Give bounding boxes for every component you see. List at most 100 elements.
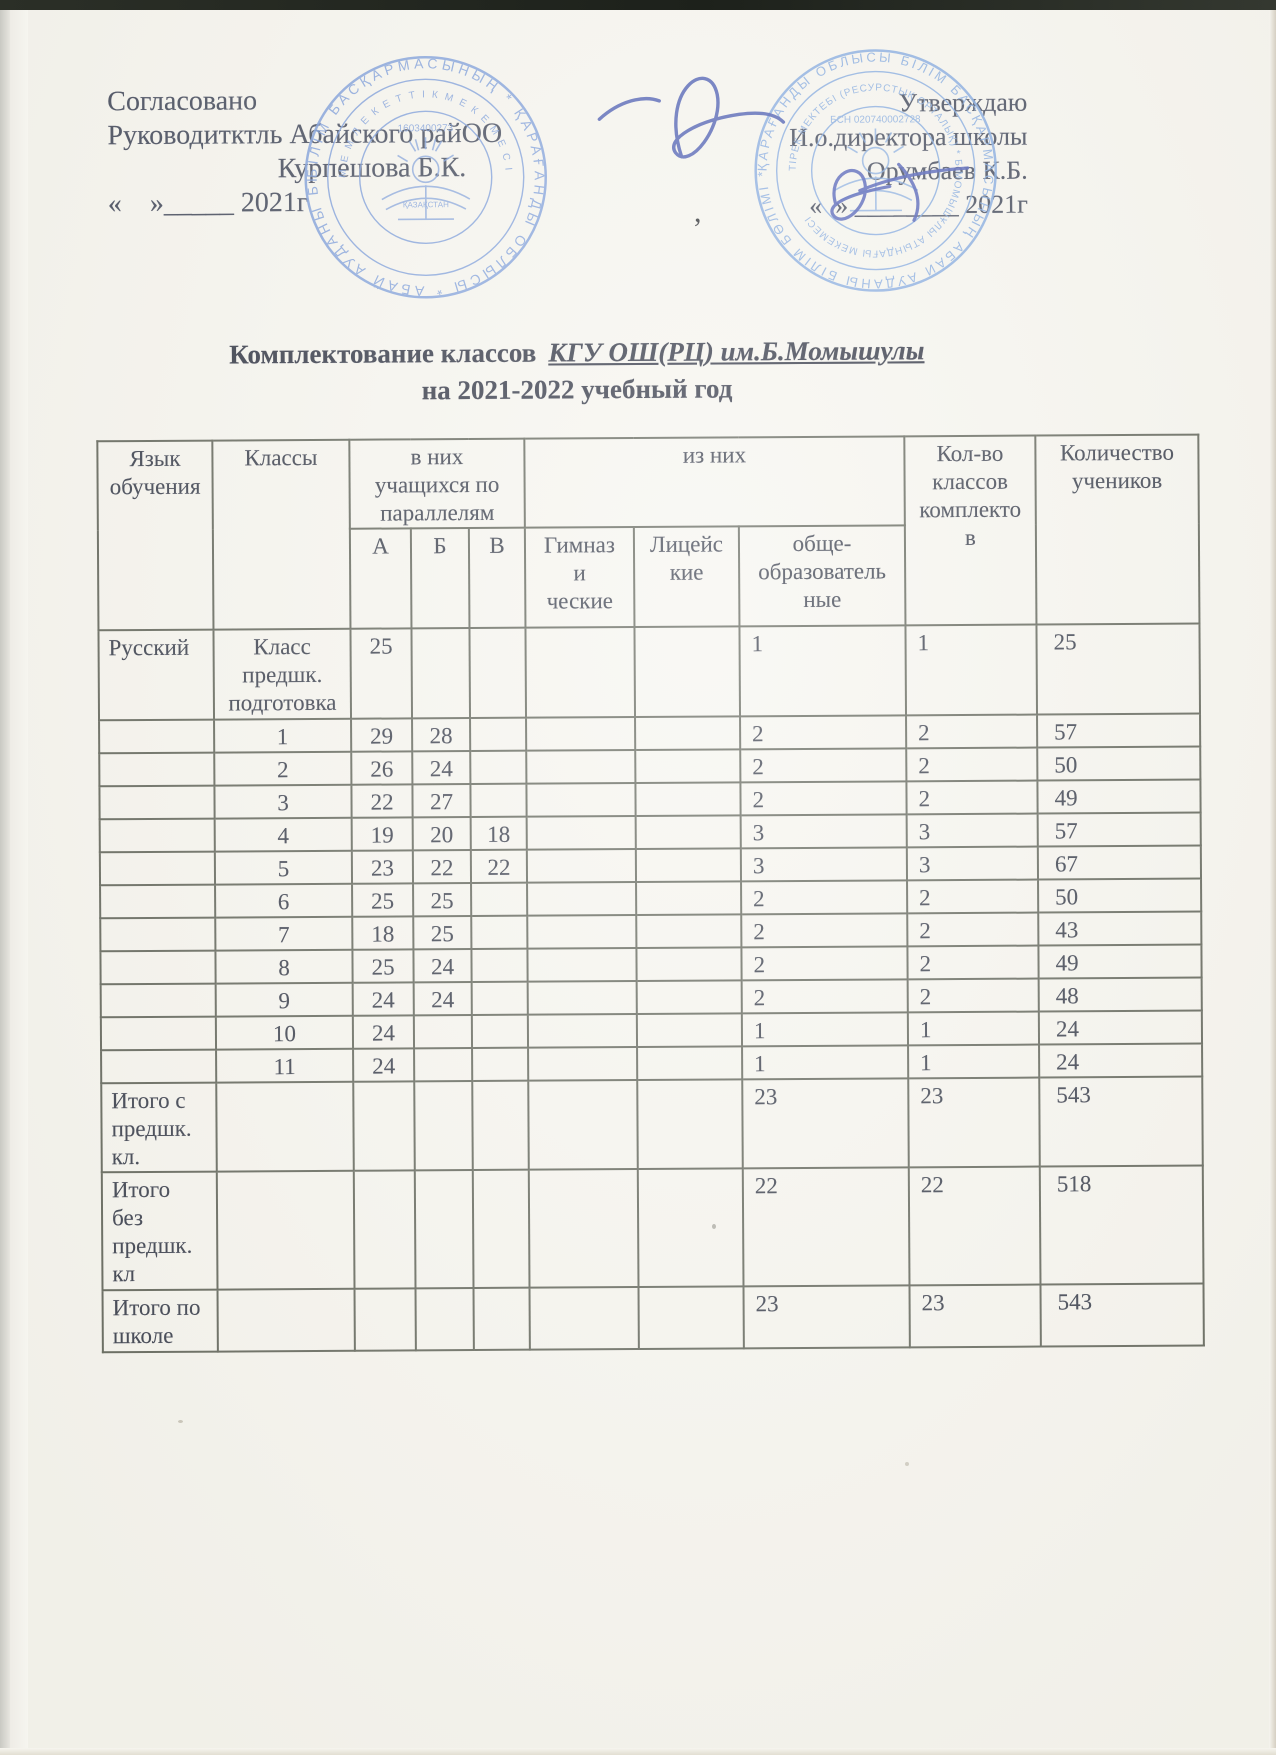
table-cell: 20 xyxy=(412,817,471,851)
table-cell xyxy=(470,717,527,752)
class-staffing-table: Язык обучения Классы в них учащихся по п… xyxy=(96,434,1205,1354)
table-cell: 22 xyxy=(470,849,528,884)
table-cell xyxy=(526,750,636,784)
table-cell xyxy=(414,1081,473,1171)
signature-left-scribble xyxy=(597,76,786,159)
table-cell xyxy=(635,782,741,817)
scan-edge-right xyxy=(1269,0,1276,1755)
col-header-gymnasium: Гимназ и ческие xyxy=(524,527,635,628)
table-cell: 18 xyxy=(352,916,414,950)
stamp-left-emblem xyxy=(381,137,471,221)
table-cell: 22 xyxy=(351,784,413,818)
table-cell: 23 xyxy=(743,1285,910,1349)
scan-speck xyxy=(178,1420,183,1423)
table-row: Итого без предшк. кл 22 22 518 xyxy=(101,1165,1204,1291)
table-cell xyxy=(472,1047,529,1082)
table-cell: 3 xyxy=(906,846,1039,881)
table-cell xyxy=(526,849,637,883)
table-cell: 24 xyxy=(352,982,414,1016)
scan-speck xyxy=(905,1462,909,1466)
col-header-v: В xyxy=(468,527,526,629)
table-cell xyxy=(637,1168,744,1288)
table-cell: 50 xyxy=(1037,746,1201,781)
table-cell xyxy=(469,627,527,719)
table-cell: 48 xyxy=(1038,977,1202,1012)
table-cell xyxy=(636,1013,743,1048)
table-cell xyxy=(353,1170,416,1289)
table-cell xyxy=(636,914,742,949)
col-header-classes: Классы xyxy=(212,439,351,630)
table-cell: 25 xyxy=(413,916,472,950)
table-cell: 5 xyxy=(214,850,353,885)
table-cell: 24 xyxy=(1038,1010,1203,1045)
col-header-a: А xyxy=(349,528,412,629)
table-cell xyxy=(528,1080,638,1170)
table-cell xyxy=(413,1015,473,1049)
table-cell: 49 xyxy=(1038,944,1202,979)
stamp-left-outer-ring-text: БІЛІМ БАСҚАРМАСЫНЫҢ * ҚАРАҒАНДЫ ОБЛЫСЫ *… xyxy=(297,49,549,301)
table-cell: 1 xyxy=(907,1011,1040,1046)
table-cell: 4 xyxy=(214,817,352,852)
table-cell: 25 xyxy=(352,883,414,917)
table-row: Итого по школе 23 23 543 xyxy=(102,1283,1204,1353)
table-cell xyxy=(100,1016,217,1051)
table-cell xyxy=(470,783,527,818)
table-cell xyxy=(527,915,637,949)
table-cell xyxy=(414,1048,473,1082)
table-cell xyxy=(634,626,741,718)
scan-edge-left-inner xyxy=(10,0,28,1755)
table-cell xyxy=(471,948,528,983)
table-cell: 1 xyxy=(742,1045,909,1080)
table-cell: 3 xyxy=(740,814,907,849)
table-cell: 3 xyxy=(740,847,908,882)
table-cell: 2 xyxy=(741,913,908,948)
stamp-right-emblem xyxy=(833,128,919,212)
table-cell xyxy=(525,627,636,718)
svg-text:БІЛІМ БАСҚАРМАСЫНЫҢ * ҚАРАҒАНД: БІЛІМ БАСҚАРМАСЫНЫҢ * ҚАРАҒАНДЫ ОБЛЫСЫ *… xyxy=(297,49,549,301)
table-cell xyxy=(637,1079,743,1170)
table-cell xyxy=(99,719,215,754)
col-header-b: Б xyxy=(410,528,470,629)
table-cell: 24 xyxy=(412,751,471,785)
table-cell: 2 xyxy=(740,748,907,783)
table-cell: 67 xyxy=(1037,845,1202,880)
table-cell xyxy=(636,947,742,982)
table-cell: 11 xyxy=(216,1048,354,1083)
table-cell: 24 xyxy=(413,949,472,983)
signature-right-scribble xyxy=(830,162,970,222)
table-body: Русский Класс предшк. подготовка 25 1 1 25 1 29… xyxy=(98,623,1204,1353)
table-cell xyxy=(637,1046,743,1081)
table-cell xyxy=(99,752,215,787)
table-cell xyxy=(528,1169,639,1288)
table-cell: 25 xyxy=(350,628,413,719)
table-cell: 2 xyxy=(740,715,907,750)
table-cell: 23 xyxy=(908,1077,1040,1168)
table-cell xyxy=(526,816,636,850)
stray-comma-mark: , xyxy=(693,195,702,229)
table-cell: Класс предшк. подготовка xyxy=(213,628,352,720)
table-cell xyxy=(414,1170,474,1289)
table-cell: 43 xyxy=(1038,911,1202,946)
table-cell: 2 xyxy=(741,979,908,1014)
scan-edge-bottom xyxy=(0,1748,1276,1755)
table-cell xyxy=(99,785,215,820)
table-cell: 22 xyxy=(908,1166,1041,1286)
table-cell xyxy=(354,1288,416,1351)
table-cell: 29 xyxy=(351,718,413,752)
table-cell xyxy=(638,1286,744,1350)
table-cell: 2 xyxy=(741,880,908,915)
table-cell: 7 xyxy=(215,916,353,951)
scan-edge-top xyxy=(0,0,1276,10)
table-cell xyxy=(473,1287,530,1351)
table-cell: 27 xyxy=(412,784,471,818)
table-cell xyxy=(470,750,527,785)
table-cell xyxy=(635,716,741,751)
table-cell: 24 xyxy=(1039,1043,1203,1078)
table-cell xyxy=(636,881,742,916)
table-cell xyxy=(217,1288,355,1352)
table-cell: Итого без предшк. кл xyxy=(101,1171,218,1291)
table-cell: 49 xyxy=(1037,779,1201,814)
round-stamp-right-icon: ҚАРАҒАНДЫ ОБЛЫСЫ БІЛІМ БАСҚАРМАСЫНЫҢ АБА… xyxy=(747,42,998,293)
table-cell: Русский xyxy=(98,629,215,721)
